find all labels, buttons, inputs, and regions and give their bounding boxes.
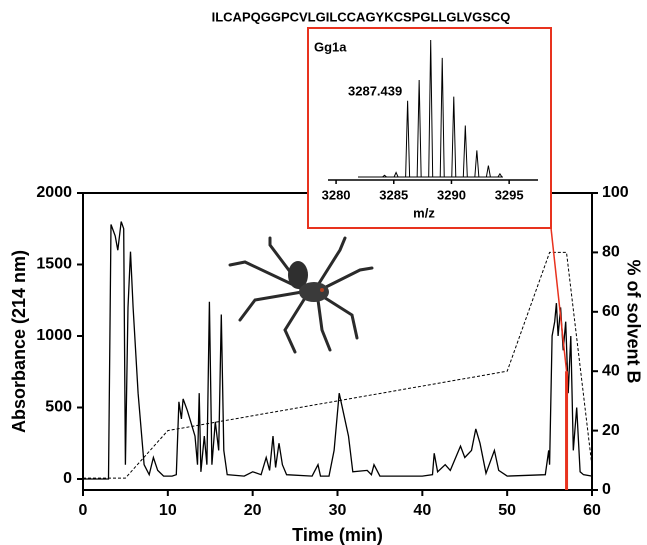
y2-tick-label: 60 bbox=[602, 303, 620, 320]
highlight-connector bbox=[550, 227, 568, 372]
y2-tick-label: 100 bbox=[602, 184, 629, 201]
peak bbox=[462, 125, 468, 178]
x-tick-label: 10 bbox=[159, 502, 177, 519]
x-tick-label: 60 bbox=[583, 502, 601, 519]
x-axis-title: Time (min) bbox=[292, 525, 383, 545]
peak bbox=[428, 39, 434, 178]
x-tick-label: 40 bbox=[413, 502, 431, 519]
absorbance-line bbox=[83, 221, 593, 480]
y-tick-label: 500 bbox=[45, 399, 72, 416]
x-tick-label: 3290 bbox=[437, 187, 466, 202]
x-tick-label: 3285 bbox=[379, 187, 408, 202]
x-tick-label: 3295 bbox=[495, 187, 524, 202]
y-tick-label: 1500 bbox=[36, 256, 72, 273]
peak bbox=[416, 80, 422, 178]
x-tick-label: 0 bbox=[79, 502, 88, 519]
peak bbox=[474, 150, 480, 178]
y2-tick-label: 20 bbox=[602, 422, 620, 439]
x-tick-label: 30 bbox=[329, 502, 347, 519]
plot-frame bbox=[82, 192, 593, 491]
main-plot: ILCAPQGGPCVLGILCCAGYKCSPGLLGLVGSCQ 0 10 20 3… bbox=[9, 9, 644, 544]
peak-annotation: 3287.439 bbox=[348, 83, 402, 98]
y-tick-label: 1000 bbox=[36, 327, 72, 344]
x-tick-label: 20 bbox=[244, 502, 262, 519]
inset-plot: 3280 3285 3290 3295 Gg1a 3287.439 m/z bbox=[307, 27, 552, 229]
peak bbox=[497, 172, 503, 178]
x-tick-label: 3280 bbox=[322, 187, 351, 202]
y2-axis-title: % of solvent B bbox=[623, 259, 643, 383]
y2-tick-label: 40 bbox=[602, 362, 620, 379]
chart-title: ILCAPQGGPCVLGILCCAGYKCSPGLLGLVGSCQ bbox=[212, 9, 511, 24]
peak bbox=[485, 165, 491, 178]
x-tick-label: 50 bbox=[498, 502, 516, 519]
peak bbox=[393, 171, 399, 178]
y-tick-label: 2000 bbox=[36, 184, 72, 201]
x-axis-title: m/z bbox=[413, 205, 435, 220]
y-axis-title: Absorbance (214 nm) bbox=[9, 250, 29, 433]
spider-illustration bbox=[228, 236, 374, 354]
peak bbox=[405, 100, 411, 178]
peak bbox=[451, 96, 457, 178]
peak bbox=[439, 57, 445, 178]
peak bbox=[382, 174, 387, 178]
y-tick-label: 0 bbox=[63, 470, 72, 487]
inset-title: Gg1a bbox=[314, 39, 347, 54]
solvent-line bbox=[83, 251, 593, 479]
y2-tick-label: 0 bbox=[602, 481, 611, 498]
y2-tick-label: 80 bbox=[602, 244, 620, 261]
